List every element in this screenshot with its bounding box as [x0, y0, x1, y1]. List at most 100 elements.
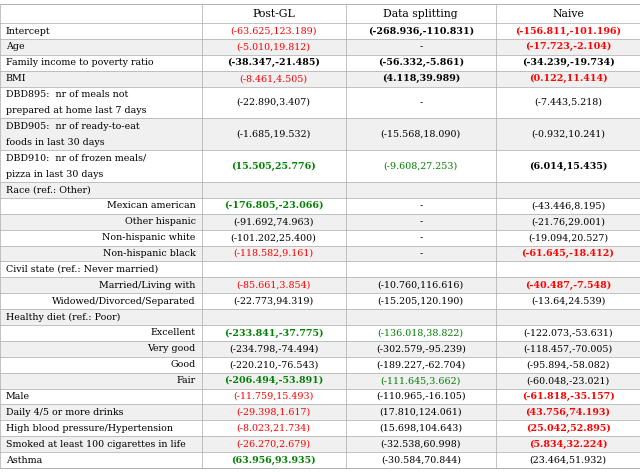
Text: (-9.608,27.253): (-9.608,27.253)	[383, 161, 458, 170]
Text: (-7.443,5.218): (-7.443,5.218)	[534, 98, 602, 107]
Text: (-63.625,123.189): (-63.625,123.189)	[230, 26, 317, 35]
Text: (-110.965,-16.105): (-110.965,-16.105)	[376, 392, 466, 401]
Text: (-43.446,8.195): (-43.446,8.195)	[531, 202, 605, 211]
Bar	[0, 357, 640, 373]
Text: (-118.457,-70.005): (-118.457,-70.005)	[524, 344, 612, 354]
Text: (-56.332,-5.861): (-56.332,-5.861)	[378, 58, 464, 67]
Text: (4.118,39.989): (4.118,39.989)	[381, 74, 460, 83]
Text: BMI: BMI	[6, 74, 26, 83]
Bar	[0, 23, 640, 39]
Text: Good: Good	[170, 360, 196, 369]
Text: (15.698,104.643): (15.698,104.643)	[380, 424, 462, 433]
Bar	[0, 71, 640, 87]
Text: (15.505,25.776): (15.505,25.776)	[231, 161, 316, 171]
Text: (25.042,52.895): (25.042,52.895)	[525, 424, 611, 433]
Text: Mexican american: Mexican american	[107, 202, 196, 211]
Text: (-0.932,10.241): (-0.932,10.241)	[531, 130, 605, 139]
Text: Asthma: Asthma	[6, 455, 42, 464]
Text: -: -	[419, 217, 422, 226]
Text: (0.122,11.414): (0.122,11.414)	[529, 74, 607, 83]
Text: Married/Living with: Married/Living with	[99, 281, 196, 290]
Bar	[0, 373, 640, 388]
Text: -: -	[419, 249, 422, 258]
Text: Family income to poverty ratio: Family income to poverty ratio	[6, 59, 154, 67]
Text: (-34.239,-19.734): (-34.239,-19.734)	[522, 58, 614, 67]
Text: (-233.841,-37.775): (-233.841,-37.775)	[224, 329, 323, 337]
Text: (-302.579,-95.239): (-302.579,-95.239)	[376, 344, 466, 354]
Text: Non-hispanic white: Non-hispanic white	[102, 233, 196, 242]
Text: (-95.894,-58.082): (-95.894,-58.082)	[526, 360, 610, 369]
Bar	[0, 261, 640, 278]
Text: Civil state (ref.: Never married): Civil state (ref.: Never married)	[6, 265, 158, 274]
Text: (6.014,15.435): (6.014,15.435)	[529, 161, 607, 171]
Text: (-22.773,94.319): (-22.773,94.319)	[234, 296, 314, 306]
Text: (-136.018,38.822): (-136.018,38.822)	[378, 329, 464, 337]
Bar	[0, 325, 640, 341]
Bar	[0, 118, 640, 150]
Text: (-30.584,70.844): (-30.584,70.844)	[381, 455, 461, 464]
Bar	[0, 405, 640, 421]
Text: Widowed/Divorced/Separated: Widowed/Divorced/Separated	[52, 296, 196, 306]
Text: (-8.461,4.505): (-8.461,4.505)	[239, 74, 308, 83]
Text: Intercept: Intercept	[6, 26, 51, 35]
Bar	[0, 245, 640, 261]
Bar	[0, 39, 640, 55]
Text: (-61.645,-18.412): (-61.645,-18.412)	[522, 249, 614, 258]
Text: (-60.048,-23.021): (-60.048,-23.021)	[526, 376, 610, 385]
Text: (-61.818,-35.157): (-61.818,-35.157)	[522, 392, 614, 401]
Text: -: -	[419, 42, 422, 51]
Bar	[0, 55, 640, 71]
Bar	[0, 182, 640, 198]
Text: (43.756,74.193): (43.756,74.193)	[525, 408, 611, 417]
Text: (-11.759,15.493): (-11.759,15.493)	[234, 392, 314, 401]
Text: DBD895:  nr of meals not: DBD895: nr of meals not	[6, 90, 128, 99]
Text: Male: Male	[6, 392, 30, 401]
Text: foods in last 30 days: foods in last 30 days	[6, 138, 104, 147]
Bar	[0, 293, 640, 309]
Text: pizza in last 30 days: pizza in last 30 days	[6, 169, 104, 178]
Bar	[0, 278, 640, 293]
Text: (-234.798,-74.494): (-234.798,-74.494)	[229, 344, 318, 354]
Bar	[0, 388, 640, 405]
Text: (-1.685,19.532): (-1.685,19.532)	[236, 130, 311, 139]
Bar	[0, 230, 640, 245]
Text: (-40.487,-7.548): (-40.487,-7.548)	[525, 281, 611, 290]
Text: (-10.760,116.616): (-10.760,116.616)	[378, 281, 464, 290]
Text: Excellent: Excellent	[150, 329, 196, 337]
Text: (-38.347,-21.485): (-38.347,-21.485)	[227, 58, 320, 67]
Text: prepared at home last 7 days: prepared at home last 7 days	[6, 106, 147, 115]
Text: (-118.582,9.161): (-118.582,9.161)	[234, 249, 314, 258]
Text: Naive: Naive	[552, 8, 584, 18]
Text: Post-GL: Post-GL	[252, 8, 295, 18]
Text: (-8.023,21.734): (-8.023,21.734)	[237, 424, 310, 433]
Text: (-32.538,60.998): (-32.538,60.998)	[381, 439, 461, 449]
Text: (-29.398,1.617): (-29.398,1.617)	[236, 408, 311, 417]
Text: Healthy diet (ref.: Poor): Healthy diet (ref.: Poor)	[6, 312, 120, 321]
Text: Non-hispanic black: Non-hispanic black	[103, 249, 196, 258]
Text: (-220.210,-76.543): (-220.210,-76.543)	[229, 360, 318, 369]
Text: (-101.202,25.400): (-101.202,25.400)	[230, 233, 317, 242]
Text: (5.834,32.224): (5.834,32.224)	[529, 439, 607, 449]
Bar	[0, 436, 640, 452]
Text: DBD905:  nr of ready-to-eat: DBD905: nr of ready-to-eat	[6, 122, 140, 131]
Text: Daily 4/5 or more drinks: Daily 4/5 or more drinks	[6, 408, 124, 417]
Text: (-268.936,-110.831): (-268.936,-110.831)	[368, 26, 474, 35]
Text: Data splitting: Data splitting	[383, 8, 458, 18]
Bar	[0, 87, 640, 118]
Text: Other hispanic: Other hispanic	[125, 217, 196, 226]
Text: Smoked at least 100 cigarettes in life: Smoked at least 100 cigarettes in life	[6, 439, 186, 449]
Bar	[0, 198, 640, 214]
Text: (-189.227,-62.704): (-189.227,-62.704)	[376, 360, 465, 369]
Text: (-206.494,-53.891): (-206.494,-53.891)	[224, 376, 323, 385]
Text: (-22.890,3.407): (-22.890,3.407)	[237, 98, 310, 107]
Text: Fair: Fair	[177, 376, 196, 385]
Bar	[0, 341, 640, 357]
Text: -: -	[419, 98, 422, 107]
Bar	[0, 452, 640, 468]
Text: (-156.811,-101.196): (-156.811,-101.196)	[515, 26, 621, 35]
Bar	[0, 309, 640, 325]
Text: Age: Age	[6, 42, 24, 51]
Text: High blood pressure/Hypertension: High blood pressure/Hypertension	[6, 424, 173, 433]
Text: (-111.645,3.662): (-111.645,3.662)	[381, 376, 461, 385]
Text: (-91.692,74.963): (-91.692,74.963)	[234, 217, 314, 226]
